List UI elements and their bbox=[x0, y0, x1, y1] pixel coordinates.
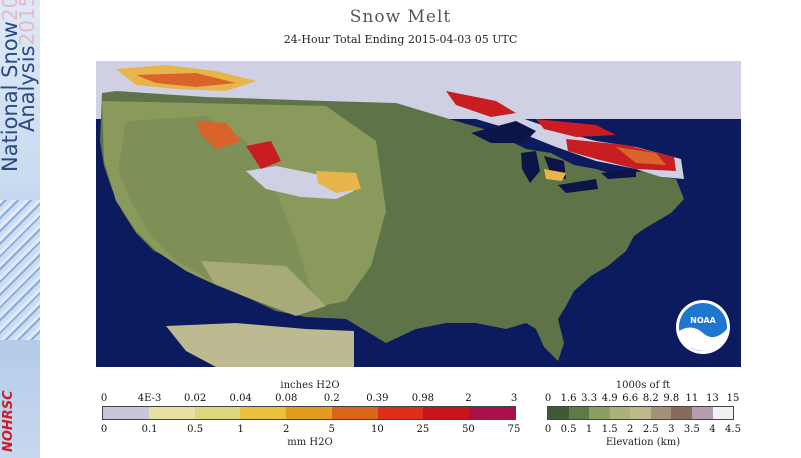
legend-tick-label: 10 bbox=[370, 424, 384, 435]
legend-swatch bbox=[548, 407, 569, 419]
melt-legend-top-label: inches H2O bbox=[280, 380, 340, 391]
nohrsc-logo-icon: NOHRSC bbox=[1, 390, 16, 452]
legend-swatch bbox=[630, 407, 651, 419]
legend-tick-label: 0.08 bbox=[275, 393, 298, 404]
snow-melt-map: NOAA bbox=[96, 61, 741, 367]
legend-tick-label: 1.5 bbox=[601, 424, 618, 435]
legend-swatch bbox=[609, 407, 631, 419]
legend-tick-label: 0 bbox=[100, 393, 108, 404]
legend-tick-label: 0.1 bbox=[141, 424, 158, 435]
legend-tick-label: 5 bbox=[328, 424, 335, 435]
legend-tick-label: 25 bbox=[416, 424, 430, 435]
legend-tick-label: 4.9 bbox=[601, 393, 618, 404]
legend-tick-label: 11 bbox=[685, 393, 699, 404]
legend-tick-label: 0.02 bbox=[183, 393, 207, 404]
legend-tick-label: 9.8 bbox=[663, 393, 680, 404]
legend-tick-label: 8.2 bbox=[642, 393, 659, 404]
mountain-terrain bbox=[118, 116, 311, 301]
legend-tick-label: 0 bbox=[544, 424, 552, 435]
legend-tick-label: 2 bbox=[627, 424, 634, 435]
snow-ice-graphic bbox=[0, 200, 40, 340]
legend-tick-label: 15 bbox=[726, 393, 740, 404]
legend-tick-label: 0 bbox=[544, 393, 552, 404]
legend-tick-label: 3 bbox=[668, 424, 675, 435]
legend-swatch bbox=[286, 407, 332, 419]
legend-tick-label: 1.6 bbox=[560, 393, 577, 404]
legend-swatch bbox=[194, 407, 241, 419]
great-lakes bbox=[471, 121, 636, 193]
legend-tick-label: 0.98 bbox=[411, 393, 435, 404]
melt-color-bar bbox=[102, 406, 516, 420]
legend-tick-label: 4E-3 bbox=[137, 393, 162, 404]
legend-swatch bbox=[240, 407, 287, 419]
legend-tick-label: 0.5 bbox=[560, 424, 577, 435]
legend-swatch bbox=[589, 407, 610, 419]
legend-tick-label: 4.5 bbox=[725, 424, 741, 435]
southwest-desert bbox=[201, 261, 326, 316]
legend-swatch bbox=[469, 407, 516, 419]
legend-tick-label: 0 bbox=[100, 424, 108, 435]
legend-tick-label: 4 bbox=[709, 424, 716, 435]
legend-tick-label: 1 bbox=[237, 424, 244, 435]
noaa-logo-icon: NOAA bbox=[690, 316, 716, 325]
legend-tick-label: 0.39 bbox=[366, 393, 389, 404]
legend-tick-label: 0.2 bbox=[323, 393, 340, 404]
legend-swatch bbox=[671, 407, 692, 419]
legend-swatch bbox=[148, 407, 195, 419]
elevation-color-bar bbox=[547, 406, 734, 420]
legend-swatch bbox=[691, 407, 713, 419]
northern-rockies-snow bbox=[246, 166, 354, 199]
melt-hotspots bbox=[116, 65, 676, 193]
elevation-legend-bottom-label: Elevation (km) bbox=[605, 437, 681, 448]
legend-swatch bbox=[712, 407, 734, 419]
legend-tick-label: 0.5 bbox=[187, 424, 204, 435]
noaa-badge: NOAA bbox=[676, 300, 730, 354]
legend-tick-label: 0.04 bbox=[229, 393, 252, 404]
legend-swatch bbox=[423, 407, 470, 419]
legend-swatch bbox=[331, 407, 378, 419]
mexico-land bbox=[166, 323, 354, 367]
sidebar-banner: National Snow2014- Analysis2015 NOHRSC bbox=[0, 0, 40, 458]
legend-swatch bbox=[650, 407, 672, 419]
legend-tick-label: 2 bbox=[465, 393, 472, 404]
legend-tick-label: 3.5 bbox=[683, 424, 700, 435]
legend-tick-label: 50 bbox=[462, 424, 475, 435]
melt-legend-bottom-label: mm H2O bbox=[287, 437, 333, 448]
legend-swatch bbox=[103, 407, 149, 419]
legend-tick-label: 13 bbox=[706, 393, 719, 404]
legend-tick-label: 3.3 bbox=[581, 393, 598, 404]
legend-tick-label: 2.5 bbox=[642, 424, 659, 435]
legend-swatch bbox=[377, 407, 424, 419]
legend-tick-label: 3 bbox=[510, 393, 518, 404]
legend-tick-label: 2 bbox=[283, 424, 290, 435]
map-subtitle: 24-Hour Total Ending 2015-04-03 05 UTC bbox=[283, 33, 518, 46]
elevation-legend-top-label: 1000s of ft bbox=[615, 380, 671, 391]
legend-tick-label: 1 bbox=[585, 424, 593, 435]
legend-tick-label: 75 bbox=[507, 424, 521, 435]
map-title: Snow Melt bbox=[349, 7, 452, 27]
legend-tick-label: 6.6 bbox=[622, 393, 639, 404]
legend-swatch bbox=[568, 407, 590, 419]
